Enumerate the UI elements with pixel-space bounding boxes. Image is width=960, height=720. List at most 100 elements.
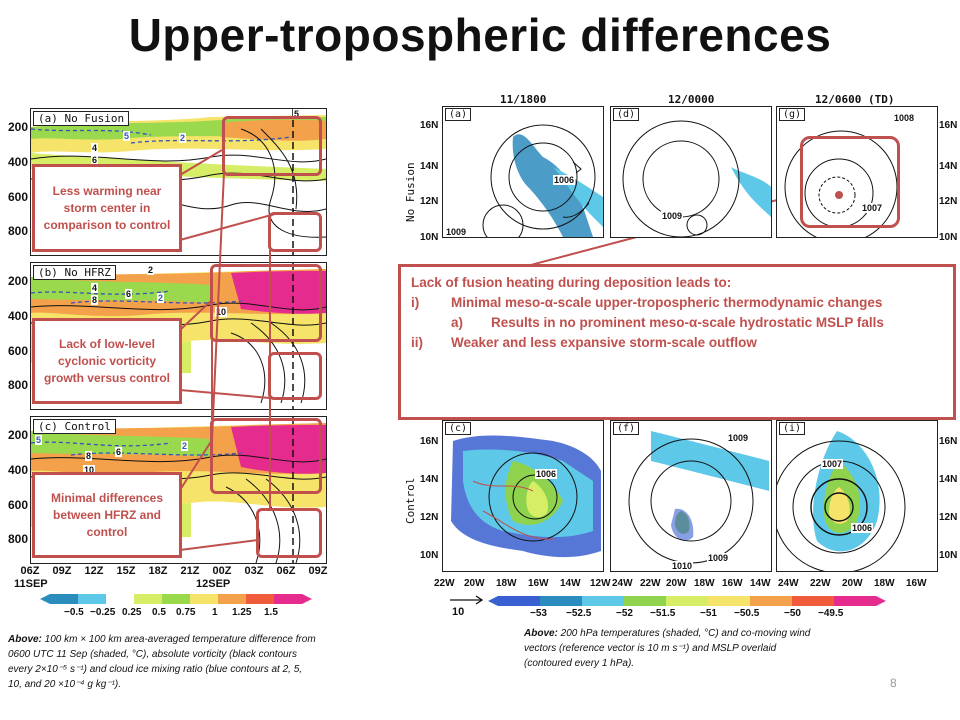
x-tick: 09Z	[308, 565, 328, 577]
colorbar-swatch	[106, 594, 134, 604]
column-title: 12/0600 (TD)	[815, 93, 895, 106]
lon-tick: 16W	[528, 578, 549, 589]
colorbar-swatch	[218, 594, 246, 604]
colorbar-swatch	[708, 596, 750, 606]
caption-text: 200 hPa temperatures (shaded, °C) and co…	[524, 628, 811, 669]
row-label: No Fusion	[404, 162, 417, 222]
colorbar-label: −0.25	[90, 607, 116, 618]
date-label: 12SEP	[196, 578, 231, 590]
slide-title: Upper-tropospheric differences	[128, 9, 832, 61]
pressure-label: 1006	[553, 175, 576, 185]
y-tick: 600	[7, 498, 28, 512]
lon-tick: 16W	[906, 578, 927, 589]
colorbar-swatch	[750, 596, 792, 606]
contour-label: 6	[125, 289, 133, 299]
colorbar-swatch	[274, 594, 302, 604]
map-plot	[451, 435, 601, 558]
highlight-box	[210, 418, 322, 494]
summary-item: ii) Weaker and less expansive storm-scal…	[411, 333, 943, 353]
highlight-box	[222, 116, 322, 176]
contour-label: 5	[293, 109, 301, 119]
x-tick: 18Z	[148, 565, 168, 577]
lon-tick: 24W	[612, 578, 633, 589]
colorbar-swatch	[624, 596, 666, 606]
lon-tick: 18W	[496, 578, 517, 589]
colorbar-label: −51.5	[650, 608, 676, 619]
summary-item-number: i)	[411, 295, 420, 310]
map-plot	[628, 431, 769, 564]
lon-tick: 20W	[666, 578, 687, 589]
right-caption: Above: 200 hPa temperatures (shaded, °C)…	[524, 626, 824, 671]
colorbar-label: 0.5	[152, 607, 166, 618]
lat-tick: 14N	[420, 161, 439, 172]
colorbar-label: 0.75	[176, 607, 196, 618]
pressure-label: 1007	[861, 203, 884, 213]
caption-text: 100 km × 100 km area-averaged temperatur…	[8, 634, 316, 690]
map-plot	[482, 124, 603, 237]
x-tick: 21Z	[180, 565, 200, 577]
colorbar-label: 1.5	[264, 607, 278, 618]
panel-label: (f)	[613, 422, 640, 435]
lon-tick: 22W	[810, 578, 831, 589]
lon-tick: 20W	[464, 578, 485, 589]
summary-intro: Lack of fusion heating during deposition…	[411, 275, 732, 290]
contour-label: 6	[91, 155, 99, 165]
y-tick: 400	[7, 309, 28, 323]
pressure-label: 1007	[821, 459, 844, 469]
pressure-label: 1009	[661, 211, 684, 221]
colorbar-label: 0.25	[122, 607, 142, 618]
lat-tick: 14N	[939, 161, 958, 172]
lon-tick: 12W	[590, 578, 611, 589]
colorbar-arrow	[40, 594, 50, 604]
panel-label: (a) No Fusion	[33, 111, 130, 126]
colorbar-arrow	[488, 596, 498, 606]
colorbar-arrow	[302, 594, 312, 604]
lat-tick: 10N	[420, 550, 439, 561]
caption-lead: Above:	[524, 628, 558, 639]
y-tick: 400	[7, 155, 28, 169]
column-title: 11/1800	[500, 93, 547, 106]
highlight-box	[268, 212, 322, 252]
colorbar-label: −50	[784, 608, 801, 619]
colorbar-swatch	[246, 594, 274, 604]
contour-label: 4	[91, 283, 99, 293]
y-tick: 800	[7, 224, 28, 238]
colorbar-swatch	[834, 596, 876, 606]
map-plot	[622, 120, 771, 237]
panel-label: (c) Control	[33, 419, 116, 434]
map-plot	[777, 431, 906, 571]
lat-tick: 16N	[420, 436, 439, 447]
pressure-label: 1008	[893, 113, 916, 123]
map-panel-i: (i) 1007 1006	[776, 420, 938, 572]
panel-label: (g)	[779, 108, 806, 121]
highlight-box	[800, 136, 900, 228]
lat-tick: 16N	[939, 436, 958, 447]
lat-tick: 14N	[420, 474, 439, 485]
contour-label: 5	[35, 435, 43, 445]
colorbar-swatch	[50, 594, 78, 604]
colorbar-label: −52.5	[566, 608, 592, 619]
panel-label: (i)	[779, 422, 806, 435]
lat-tick: 12N	[939, 196, 958, 207]
lon-tick: 22W	[434, 578, 455, 589]
x-tick: 06Z	[276, 565, 296, 577]
map-panel-d: (d) 1009	[610, 106, 772, 238]
x-tick: 15Z	[116, 565, 136, 577]
contour-label: 2	[147, 265, 155, 275]
y-tick: 800	[7, 532, 28, 546]
right-colorbar	[488, 596, 886, 606]
summary-item-number: a)	[451, 315, 464, 330]
lat-tick: 12N	[420, 512, 439, 523]
lon-tick: 18W	[694, 578, 715, 589]
highlight-box	[256, 508, 322, 558]
y-tick: 600	[7, 344, 28, 358]
caption-lead: Above:	[8, 634, 42, 645]
contour-label: 2	[179, 133, 187, 143]
x-tick: 12Z	[84, 565, 104, 577]
highlight-box	[210, 264, 322, 342]
contour-label: 5	[123, 131, 131, 141]
map-panel-c: (c) 1006	[442, 420, 604, 572]
colorbar-label: 1	[212, 607, 218, 618]
summary-item-text: Results in no prominent meso-α-scale hyd…	[491, 315, 884, 330]
reference-vector-arrow	[450, 595, 484, 605]
